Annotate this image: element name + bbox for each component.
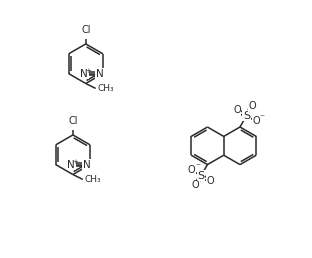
Text: S: S (243, 111, 250, 121)
Text: ⁻: ⁻ (260, 113, 265, 123)
Text: Cl: Cl (68, 116, 78, 126)
Text: O: O (192, 180, 199, 190)
Text: CH₃: CH₃ (98, 84, 114, 93)
Text: N: N (80, 69, 88, 79)
Text: Cl: Cl (81, 25, 90, 35)
Text: O: O (233, 106, 241, 115)
Text: N: N (83, 160, 91, 170)
Text: N: N (96, 69, 104, 79)
Text: CH₃: CH₃ (85, 175, 101, 184)
Text: O: O (252, 116, 260, 126)
Text: +: + (85, 68, 91, 74)
Text: ⁻: ⁻ (196, 162, 201, 172)
Text: O: O (188, 165, 195, 175)
Text: S: S (197, 171, 205, 181)
Text: +: + (72, 159, 78, 165)
Text: N: N (67, 160, 75, 170)
Text: O: O (248, 101, 256, 111)
Text: O: O (207, 176, 214, 186)
